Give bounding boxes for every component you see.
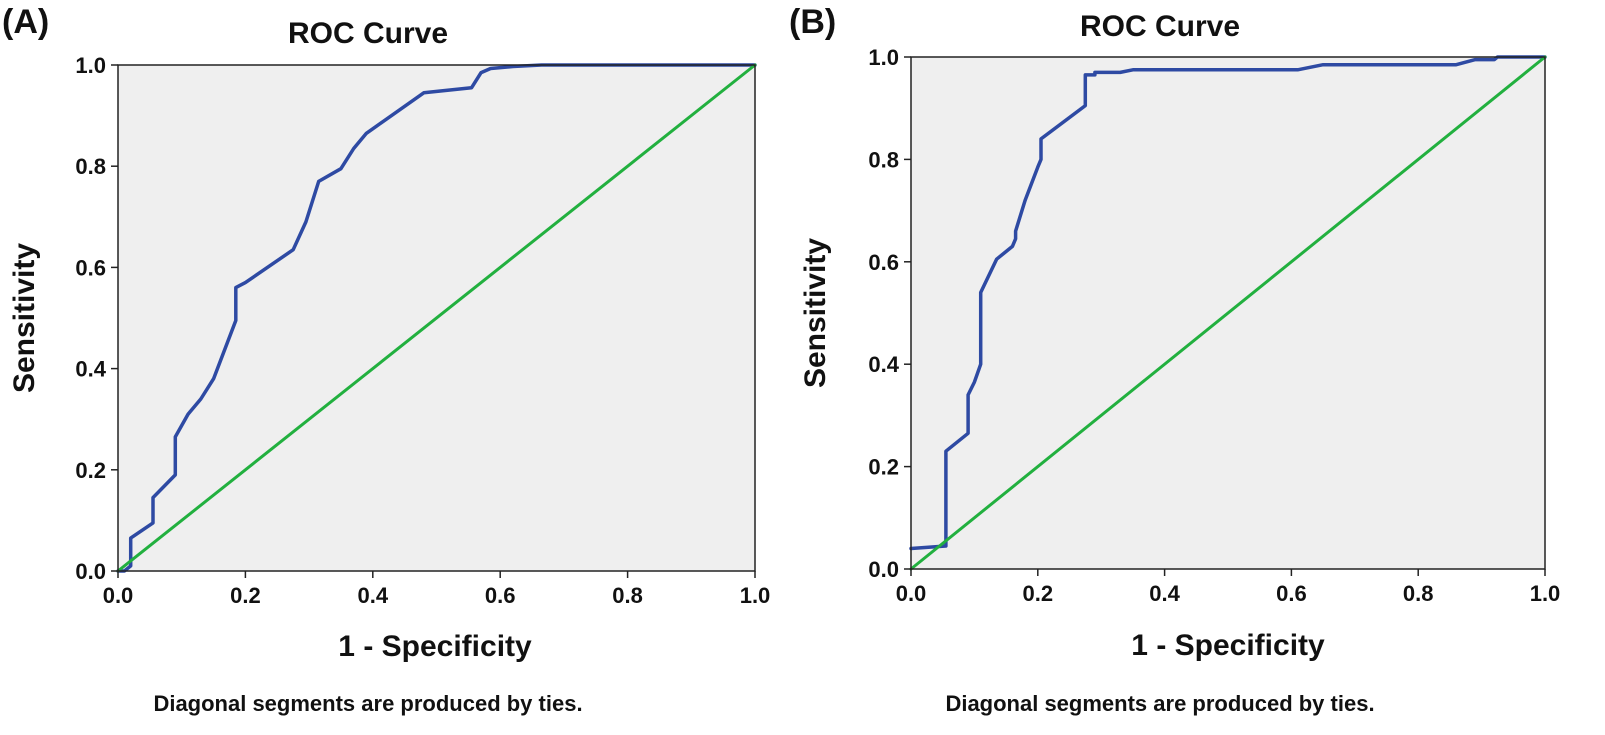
x-tick-label-a: 0.6 [485,583,516,608]
chart-title-a: ROC Curve [288,17,448,50]
y-tick-label-b: 0.8 [868,147,899,172]
y-tick-label-a: 0.4 [75,357,106,382]
roc-panel-a: (A) ROC Curve 0.0 0.2 0.4 0.6 0.8 1.0 0.0 0.2 0.… [2,3,770,716]
x-tick-label-b: 0.4 [1149,581,1180,606]
y-tick-label-b: 0.6 [868,250,899,275]
roc-panel-b: (B) ROC Curve 0.0 0.2 0.4 0.6 0.8 1.0 0.0 0.2 0.… [789,3,1560,716]
y-tick-label-a: 0.8 [75,154,106,179]
x-tick-label-a: 0.2 [230,583,261,608]
reference-line-a [116,63,757,573]
panel-label-a: (A) [2,3,49,41]
x-tick-label-b: 0.2 [1023,581,1054,606]
y-tick-label-a: 0.2 [75,458,106,483]
y-tick-label-b: 0.0 [868,557,899,582]
y-tick-label-a: 1.0 [75,53,106,78]
y-tick-label-a: 0.0 [75,559,106,584]
y-tick-label-b: 0.4 [868,352,899,377]
roc-curve-line-b [909,55,1547,551]
x-tick-label-b: 0.8 [1403,581,1434,606]
x-axis-label-a: 1 - Specificity [338,630,532,663]
y-axis-label-b: Sensitivity [799,238,832,388]
x-axis-label-b: 1 - Specificity [1131,629,1325,662]
x-tick-label-a: 0.8 [612,583,643,608]
y-tick-label-b: 1.0 [868,45,899,70]
footnote-a: Diagonal segments are produced by ties. [153,691,582,716]
x-tick-label-a: 0.4 [358,583,389,608]
y-tick-label-b: 0.2 [868,455,899,480]
chart-title-b: ROC Curve [1080,10,1240,43]
x-tick-label-b: 1.0 [1530,581,1561,606]
y-tick-label-a: 0.6 [75,255,106,280]
y-axis-label-a: Sensitivity [8,243,41,393]
footnote-b: Diagonal segments are produced by ties. [945,691,1374,716]
plot-frame-b [910,56,1546,570]
roc-curve-line-a [116,63,757,573]
panel-label-b: (B) [789,3,836,41]
x-tick-label-b: 0.6 [1276,581,1307,606]
x-tick-label-b: 0.0 [896,581,927,606]
x-tick-label-a: 1.0 [740,583,771,608]
x-tick-label-a: 0.0 [103,583,134,608]
plot-frame-a [117,64,756,572]
reference-line-b [909,55,1547,571]
